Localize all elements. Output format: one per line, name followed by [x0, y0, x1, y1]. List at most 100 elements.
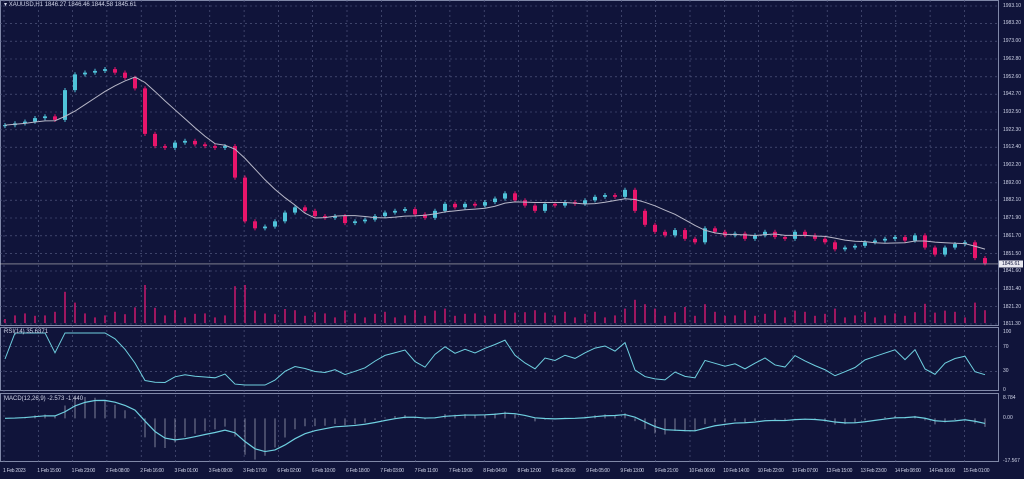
candle-body [153, 133, 157, 147]
volume-bar [884, 315, 886, 323]
rsi-tick: 70 [1003, 343, 1009, 350]
candle-body [23, 121, 27, 124]
time-tick: 6 Feb 02:00 [277, 468, 301, 474]
macd-pane-border [0, 393, 999, 462]
candle-body [703, 228, 707, 243]
candle-body [813, 235, 817, 239]
volume-bar [834, 308, 836, 323]
price-tick: 1962.80 [1003, 56, 1022, 62]
volume-bar [394, 317, 396, 323]
candle-body [593, 196, 597, 201]
candle-body [423, 214, 427, 218]
volume-bar [504, 310, 506, 323]
volume-bar [804, 311, 806, 323]
candle-body [403, 209, 407, 211]
price-tick: 1841.60 [1003, 268, 1022, 275]
candle-body [633, 189, 637, 211]
candle-body [723, 231, 727, 236]
candle-body [113, 69, 117, 73]
time-tick: 14 Feb 08:00 [894, 468, 921, 474]
volume-bar [864, 311, 866, 323]
time-tick: 10 Feb 14:00 [723, 468, 750, 474]
candle-body [183, 140, 187, 143]
volume-bar [374, 313, 376, 323]
volume-bar [704, 304, 706, 323]
volume-bar [564, 311, 566, 323]
volume-bar [134, 307, 136, 323]
time-tick: 1 Feb 15:00 [37, 468, 61, 474]
volume-bar [854, 315, 856, 323]
volume-bar [534, 310, 536, 323]
volume-bar [114, 311, 116, 323]
volume-bar [214, 317, 216, 323]
volume-bar [954, 311, 956, 323]
current-price-label: 1845.61 [1002, 260, 1021, 267]
volume-bar [324, 313, 326, 323]
price-tick: 1811.30 [1003, 321, 1021, 327]
volume-bar [64, 291, 66, 323]
volume-bar [424, 315, 426, 323]
candle-body [673, 230, 677, 236]
time-tick: 13 Feb 07:00 [791, 468, 818, 474]
candle-body [223, 146, 227, 148]
price-tick: 1861.70 [1003, 232, 1022, 239]
price-tick: 1882.10 [1003, 197, 1022, 204]
dropdown-arrow-icon[interactable]: ▾ [4, 2, 8, 8]
candle-body [943, 247, 947, 255]
volume-bar [984, 310, 986, 323]
volume-bar [184, 317, 186, 323]
candle-body [463, 203, 467, 208]
volume-bar [264, 313, 266, 323]
candle-body [283, 212, 287, 222]
candle-body [873, 240, 877, 243]
volume-bar [574, 317, 576, 323]
candle-body [763, 231, 767, 236]
volume-bar [524, 312, 526, 323]
candle-body [903, 237, 907, 241]
volume-bar [544, 312, 546, 323]
candle-body [343, 216, 347, 224]
macd-tick: 8.784 [1003, 394, 1016, 401]
candle-body [133, 77, 137, 89]
candle-body [303, 207, 307, 211]
price-tick: 1871.90 [1003, 215, 1022, 221]
rsi-tick: 100 [1003, 328, 1012, 335]
candle-body [843, 247, 847, 250]
volume-bar [494, 313, 496, 323]
candle-body [833, 242, 837, 250]
candle-body [663, 231, 667, 236]
time-tick: 7 Feb 19:00 [448, 468, 473, 474]
volume-bar [74, 302, 76, 323]
volume-bar [514, 312, 516, 323]
main-pane-border [0, 0, 999, 326]
candle-body [893, 237, 897, 239]
price-tick: 1821.20 [1003, 303, 1022, 310]
volume-bar [224, 315, 226, 323]
volume-bar [964, 317, 966, 323]
volume-bar [104, 315, 106, 323]
candle-body [263, 226, 267, 229]
volume-bar [584, 313, 586, 323]
price-tick: 1952.60 [1003, 73, 1022, 80]
candle-body [3, 125, 7, 127]
volume-bar [34, 315, 36, 323]
candle-body [803, 231, 807, 236]
candle-body [523, 200, 527, 206]
rsi-pane-border [0, 327, 999, 391]
time-tick: 6 Feb 18:00 [346, 468, 370, 474]
macd-signal-line [4, 399, 986, 453]
candle-body [33, 118, 37, 122]
candle-body [913, 235, 917, 241]
volume-bar [474, 313, 476, 323]
candle-body [333, 216, 337, 218]
candle-body [253, 221, 257, 229]
candle-body [743, 233, 747, 239]
candle-body [93, 70, 97, 73]
symbol-header: ▾ XAUUSD,H1 1846.27 1846.46 1844.58 1845… [4, 2, 136, 9]
volume-bar [614, 315, 616, 323]
candle-body [883, 238, 887, 241]
current-price-tag [999, 260, 1023, 268]
volume-bar [124, 314, 126, 323]
